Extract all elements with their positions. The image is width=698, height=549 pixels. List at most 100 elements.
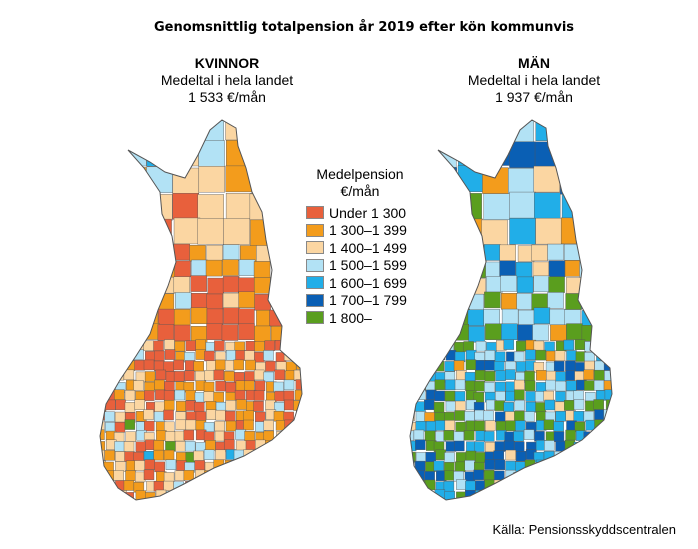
municipality-area (513, 471, 524, 483)
municipality-area (254, 325, 271, 343)
municipality-area (105, 339, 117, 351)
municipality-area (114, 441, 125, 452)
municipality-area (251, 167, 278, 195)
municipality-area (410, 391, 417, 403)
municipality-area (564, 260, 582, 277)
municipality-area (206, 409, 217, 420)
municipality-area (554, 490, 565, 500)
municipality-area (293, 490, 302, 500)
municipality-area (603, 491, 612, 500)
municipality-area (483, 120, 511, 143)
municipality-area (100, 308, 110, 325)
municipality-area (244, 371, 255, 382)
municipality-area (263, 350, 274, 361)
municipality-area (194, 392, 206, 403)
municipality-area (164, 431, 176, 442)
women-map (100, 120, 315, 511)
municipality-area (215, 481, 227, 492)
municipality-area (222, 276, 240, 293)
municipality-area (524, 380, 536, 392)
municipality-area (276, 141, 302, 168)
municipality-area (484, 382, 495, 393)
municipality-area (305, 372, 315, 382)
municipality-area (133, 380, 144, 391)
women-average: 1 533 €/mån (188, 89, 266, 105)
municipality-area (238, 323, 255, 341)
municipality-area (100, 340, 106, 351)
municipality-area (516, 276, 534, 294)
municipality-area (525, 401, 537, 413)
municipality-area (614, 361, 624, 371)
municipality-area (549, 308, 567, 326)
municipality-area (195, 349, 206, 360)
municipality-area (435, 420, 446, 431)
municipality-area (493, 499, 504, 500)
municipality-area (565, 429, 576, 441)
women-map-header: KVINNOR Medeltal i hela landet 1 533 €/m… (127, 55, 327, 106)
municipality-area (296, 359, 302, 370)
municipality-area (454, 391, 466, 402)
municipality-area (173, 371, 185, 382)
municipality-area (603, 351, 612, 362)
municipality-area (613, 309, 629, 325)
legend-swatch (306, 311, 324, 325)
municipality-area (234, 462, 245, 473)
municipality-area (485, 501, 495, 511)
municipality-area (234, 389, 246, 401)
municipality-area (533, 340, 545, 352)
municipality-area (446, 502, 456, 512)
municipality-area (100, 390, 104, 401)
municipality-area (421, 324, 439, 342)
legend-title: Medelpension €/mån (306, 166, 414, 200)
municipality-area (594, 460, 606, 471)
municipality-area (547, 243, 564, 261)
municipality-area (274, 480, 286, 492)
municipality-area (605, 450, 612, 461)
municipality-area (493, 450, 504, 461)
municipality-area (468, 326, 485, 343)
municipality-area (484, 360, 495, 371)
municipality-area (616, 482, 626, 492)
municipality-area (576, 480, 587, 491)
municipality-area (525, 391, 537, 402)
municipality-area (410, 489, 415, 500)
municipality-area (264, 461, 276, 472)
municipality-area (543, 459, 555, 471)
municipality-area (444, 420, 456, 431)
legend-label: 1 600–1 699 (329, 274, 407, 291)
municipality-area (245, 460, 256, 471)
municipality-area (588, 193, 612, 221)
municipality-area (206, 501, 216, 511)
municipality-area (495, 420, 507, 432)
municipality-area (284, 491, 296, 500)
municipality-area (576, 500, 586, 510)
municipality-area (465, 359, 477, 370)
municipality-area (283, 390, 295, 402)
municipality-area (273, 471, 285, 483)
municipality-area (484, 350, 496, 361)
municipality-area (266, 501, 276, 511)
municipality-area (429, 219, 457, 247)
municipality-area (158, 308, 175, 326)
municipality-area (614, 194, 640, 220)
municipality-area (499, 260, 516, 277)
municipality-area (594, 340, 605, 351)
municipality-area (113, 470, 124, 481)
municipality-area (563, 339, 575, 351)
men-average: 1 937 €/mån (495, 89, 573, 105)
municipality-area (474, 381, 486, 392)
municipality-area (553, 421, 564, 432)
municipality-area (100, 369, 105, 380)
municipality-area (430, 167, 457, 194)
municipality-area (616, 460, 626, 470)
municipality-area (215, 409, 226, 421)
municipality-area (564, 400, 575, 411)
municipality-area (153, 340, 164, 352)
municipality-area (144, 371, 156, 382)
municipality-area (304, 352, 314, 362)
municipality-area (272, 245, 289, 263)
municipality-area (206, 360, 217, 371)
municipality-area (555, 440, 566, 452)
municipality-area (500, 275, 517, 292)
municipality-area (598, 293, 612, 310)
